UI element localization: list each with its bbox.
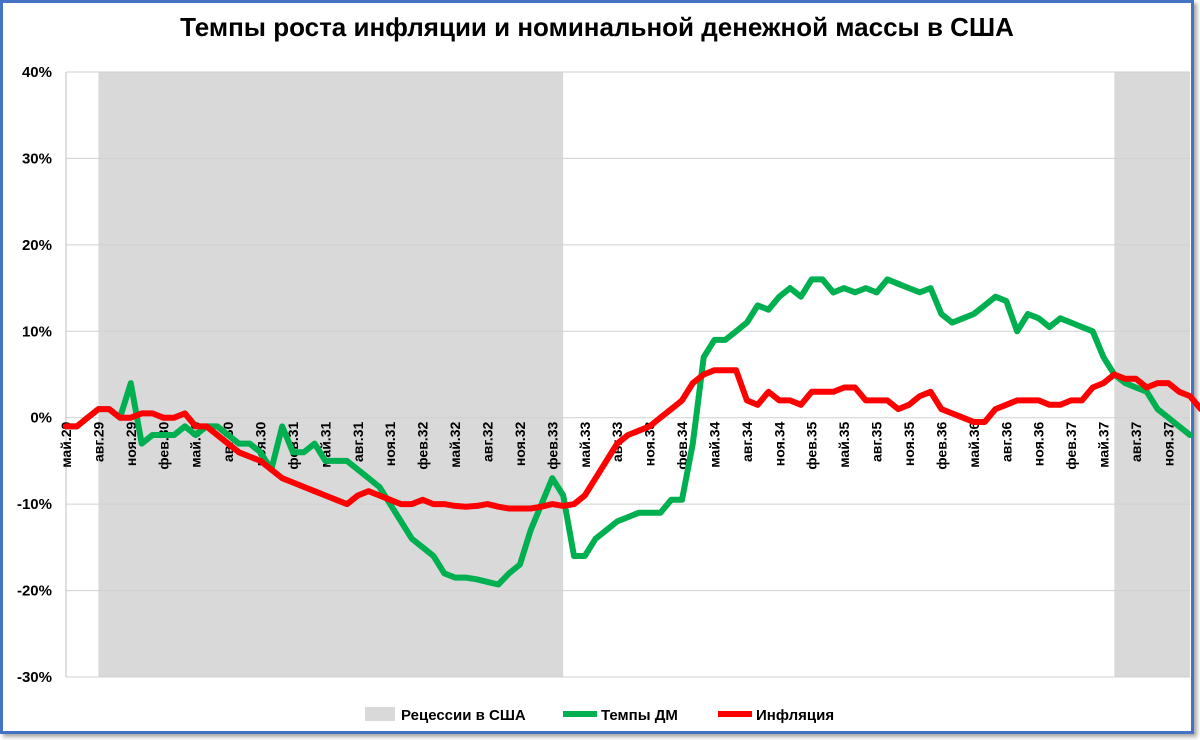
y-tick-label: -30%	[17, 669, 52, 686]
legend-inflation-label: Инфляция	[756, 707, 834, 724]
x-tick-label: фев.32	[415, 422, 431, 470]
x-tick-label: авг.34	[739, 422, 755, 462]
x-tick-label: авг.31	[350, 422, 366, 462]
y-tick-label: 20%	[22, 237, 52, 254]
x-tick-label: ноя.33	[642, 422, 658, 467]
y-tick-label: 0%	[30, 410, 52, 427]
x-tick-label: май.29	[58, 422, 74, 468]
x-tick-label: авг.36	[998, 422, 1014, 462]
x-tick-label: ноя.34	[771, 422, 787, 467]
y-axis-ticks: 40% 30% 20% 10% 0% -10% -20% -30%	[17, 64, 52, 686]
series-line-dm	[63, 276, 1193, 588]
gridlines	[65, 71, 1190, 678]
x-tick-label: фев.37	[1063, 422, 1079, 470]
x-tick-label: май.32	[447, 422, 463, 468]
x-tick-label: фев.30	[155, 422, 171, 470]
y-tick-label: -20%	[17, 583, 52, 600]
x-tick-label: ноя.32	[512, 422, 528, 467]
recession-band-0	[98, 72, 564, 677]
legend-dm-label: Темпы ДМ	[601, 707, 678, 724]
x-tick-label: авг.32	[480, 422, 496, 462]
x-tick-label: май.35	[836, 422, 852, 468]
x-tick-label: ноя.37	[1160, 422, 1176, 467]
x-tick-label: авг.37	[1128, 422, 1144, 462]
x-tick-label: май.33	[577, 422, 593, 468]
series-line-inflation	[63, 367, 1200, 512]
x-tick-label: фев.35	[804, 422, 820, 470]
x-tick-label: фев.36	[933, 422, 949, 470]
x-tick-label: май.37	[1096, 422, 1112, 468]
legend-recession-swatch	[365, 707, 395, 721]
recession-bands	[98, 72, 1190, 677]
x-tick-label: фев.34	[674, 422, 690, 470]
y-tick-label: 40%	[22, 64, 52, 81]
x-axis-ticks: май.29 авг.29 ноя.29 фев.30 май.30 авг.30 ноя.…	[58, 422, 1176, 470]
y-tick-label: -10%	[17, 496, 52, 513]
x-tick-label: авг.35	[869, 422, 885, 462]
y-tick-label: 10%	[22, 323, 52, 340]
chart-title: Темпы роста инфляции и номинальной денеж…	[180, 12, 1014, 42]
x-tick-label: ноя.35	[901, 422, 917, 467]
x-tick-label: май.36	[966, 422, 982, 468]
y-tick-label: 30%	[22, 150, 52, 167]
x-tick-label: ноя.31	[382, 422, 398, 467]
legend: Рецессии в США Темпы ДМ Инфляция	[365, 707, 834, 724]
x-tick-label: фев.33	[544, 422, 560, 470]
legend-recession-label: Рецессии в США	[401, 707, 526, 724]
series-lines	[63, 276, 1200, 588]
x-tick-label: ноя.29	[123, 422, 139, 467]
x-tick-label: май.34	[706, 422, 722, 468]
x-tick-label: ноя.36	[1031, 422, 1047, 467]
recession-band-1	[1114, 72, 1190, 677]
x-tick-label: авг.29	[90, 422, 106, 462]
